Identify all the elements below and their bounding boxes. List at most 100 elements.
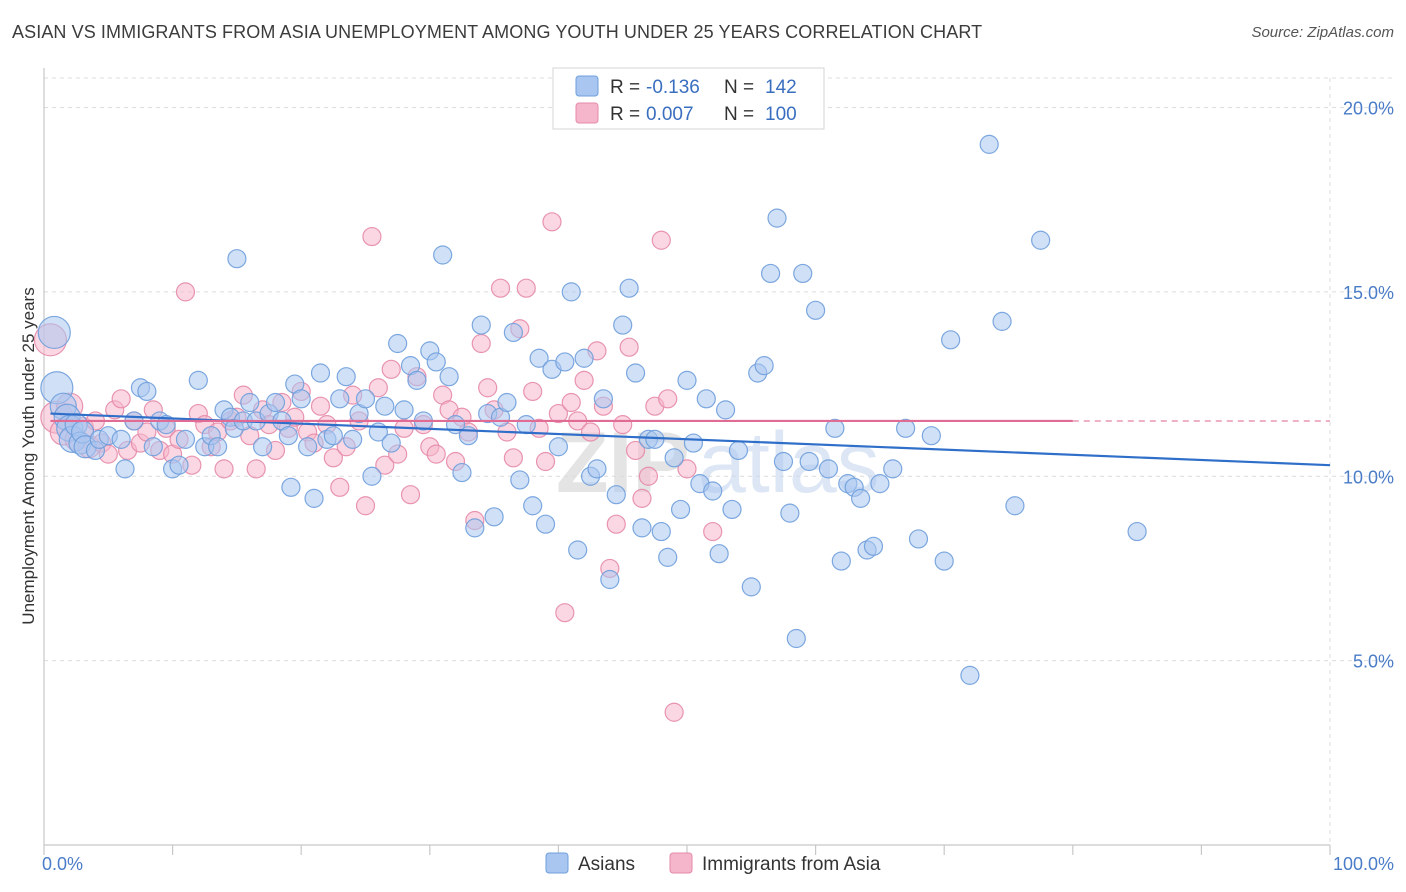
- asians-point: [323, 426, 343, 446]
- immigrants-point: [478, 378, 498, 398]
- immigrants-point: [330, 477, 350, 497]
- asians-point: [799, 451, 819, 472]
- x-tick-label: 0.0%: [42, 854, 83, 874]
- x-tick-label: 100.0%: [1333, 854, 1394, 874]
- asians-point: [394, 400, 414, 420]
- y-tick-label: 5.0%: [1353, 652, 1394, 672]
- asians-point: [568, 540, 588, 560]
- asians-point: [992, 311, 1012, 331]
- immigrants-point: [703, 521, 723, 542]
- asians-point: [934, 551, 954, 571]
- asians-point: [818, 459, 839, 479]
- immigrants-point: [111, 389, 131, 409]
- immigrants-point: [625, 440, 646, 461]
- y-axis-title: Unemployment Among Youth under 25 years: [19, 287, 38, 624]
- asians-point: [265, 392, 286, 413]
- asians-point: [1031, 230, 1051, 250]
- immigrants-point: [246, 459, 266, 479]
- asians-trend-line: [50, 412, 1331, 467]
- asians-point: [465, 518, 485, 538]
- asians-point: [535, 514, 556, 534]
- asians-point: [677, 370, 697, 390]
- immigrants-point: [542, 212, 562, 232]
- asians-point: [253, 437, 273, 457]
- immigrants-point: [548, 403, 569, 424]
- asians-point: [825, 418, 845, 438]
- legend-n-value-asians: 142: [765, 77, 797, 98]
- asians-point: [683, 433, 704, 453]
- asians-point: [529, 348, 549, 368]
- asians-point: [786, 628, 806, 649]
- asians-point: [330, 389, 350, 409]
- chart-source: Source: ZipAtlas.com: [1251, 24, 1394, 41]
- asians-point: [709, 544, 729, 564]
- asians-point: [908, 529, 929, 549]
- asians-point: [355, 389, 376, 409]
- asians-point: [310, 363, 331, 383]
- immigrants-point: [323, 448, 343, 468]
- asians-point: [426, 352, 446, 372]
- asians-point: [298, 437, 318, 457]
- asians-point: [593, 389, 614, 409]
- asians-point: [645, 429, 665, 449]
- asians-point: [281, 477, 301, 497]
- asians-point: [896, 418, 916, 438]
- asians-point: [979, 134, 999, 154]
- asians-point: [169, 455, 189, 475]
- asians-point: [407, 370, 427, 390]
- asians-point: [291, 389, 311, 409]
- legend-n-label-immigrants: N =: [724, 104, 754, 125]
- axes: 5.0% 10.0% 15.0% 20.0% 0.0% 100.0%: [42, 68, 1394, 874]
- asians-point: [1127, 521, 1147, 542]
- bottom-legend-label-immigrants: Immigrants from Asia: [702, 854, 881, 875]
- asians-point: [208, 437, 228, 457]
- asians-point: [773, 451, 794, 472]
- asians-point: [471, 315, 491, 335]
- y-tick-label: 20.0%: [1343, 99, 1394, 119]
- legend-swatch-asians: [575, 75, 599, 97]
- asians-point: [851, 488, 871, 508]
- asians-point: [548, 437, 569, 457]
- legend-swatch-immigrants: [575, 102, 599, 124]
- asians-point: [137, 381, 157, 402]
- asians-point: [870, 474, 890, 494]
- asians-point: [497, 392, 517, 413]
- asians-point: [452, 462, 472, 483]
- asians-point: [304, 488, 324, 508]
- asians-point: [805, 300, 826, 320]
- immigrants-point: [214, 459, 234, 479]
- immigrants-point: [355, 496, 376, 516]
- immigrants-point: [632, 488, 652, 508]
- immigrants-point: [381, 359, 401, 379]
- asians-point: [115, 459, 135, 479]
- asians-point: [587, 459, 607, 479]
- asians-point: [227, 249, 247, 269]
- immigrants-point: [535, 451, 556, 472]
- immigrants-point: [606, 514, 626, 534]
- asians-point: [175, 429, 196, 449]
- asians-point: [863, 536, 884, 556]
- immigrants-point: [471, 333, 491, 354]
- asians-point: [760, 263, 781, 284]
- asians-point: [523, 496, 543, 516]
- immigrants-point: [175, 282, 196, 302]
- asians-point: [921, 426, 941, 446]
- asians-point: [381, 433, 401, 453]
- asians-point: [780, 503, 800, 523]
- immigrants-point: [368, 378, 388, 398]
- asians-point: [625, 363, 646, 383]
- immigrants-point: [426, 444, 446, 464]
- asians-point: [883, 459, 903, 479]
- correlation-legend: R = -0.136 N = 142 R = 0.007 N = 100: [552, 67, 825, 130]
- immigrants-point: [400, 485, 421, 505]
- asians-point: [606, 485, 626, 505]
- asians-point: [503, 322, 523, 343]
- asians-point: [715, 400, 736, 420]
- asians-point: [561, 282, 581, 302]
- legend-r-label-immigrants: R =: [610, 104, 640, 125]
- asians-point: [651, 521, 671, 542]
- asians-point: [664, 448, 684, 468]
- asians-point: [188, 370, 208, 390]
- immigrants-point: [523, 381, 543, 402]
